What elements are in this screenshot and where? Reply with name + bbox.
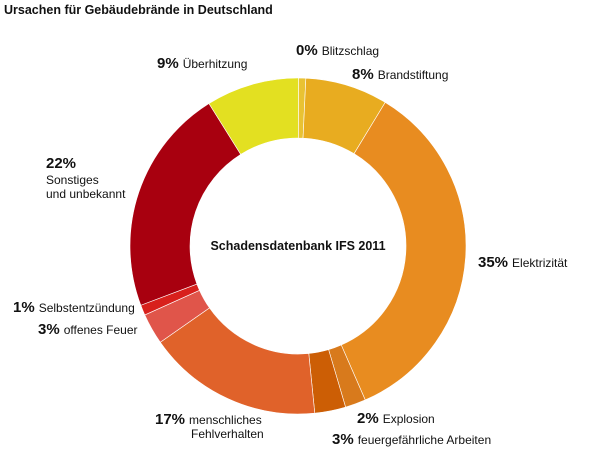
text-brandstiftung: Brandstiftung — [377, 68, 449, 82]
label-blitzschlag: 0% Blitzschlag — [296, 42, 380, 59]
text-selbstentzuendung: Selbstentzündung — [38, 301, 135, 315]
slice-sonstiges-und-unbekannt — [129, 103, 242, 306]
slice-überhitzung — [208, 77, 299, 155]
text-menschliches-line1: menschliches — [189, 413, 262, 427]
text-offenes-feuer: offenes Feuer — [63, 323, 138, 337]
pct-feuergefaehrliche-arbeiten: 3% — [332, 431, 354, 448]
text-explosion: Explosion — [382, 412, 435, 426]
label-selbstentzuendung: 1% Selbstentzündung — [13, 299, 135, 316]
pct-explosion: 2% — [357, 410, 379, 427]
text-blitzschlag: Blitzschlag — [321, 44, 380, 58]
label-feuergefaehrliche-arbeiten: 3% feuergefährliche Arbeiten — [332, 431, 492, 448]
label-brandstiftung: 8% Brandstiftung — [352, 66, 449, 83]
pct-brandstiftung: 8% — [352, 66, 374, 83]
center-label: Schadensdatenbank IFS 2011 — [210, 239, 386, 253]
label-elektrizitaet: 35% Elektrizität — [478, 254, 568, 271]
text-sonstiges-line2: und unbekannt — [46, 187, 126, 201]
label-menschliches-fehlverhalten: 17% menschliches Fehlverhalten — [155, 411, 264, 441]
text-menschliches-line2: Fehlverhalten — [191, 427, 264, 441]
pct-blitzschlag: 0% — [296, 42, 318, 59]
label-explosion: 2% Explosion — [357, 410, 435, 427]
text-elektrizitaet: Elektrizität — [512, 256, 568, 270]
pct-selbstentzuendung: 1% — [13, 299, 35, 316]
text-sonstiges-line1: Sonstiges — [46, 173, 99, 187]
slice-elektrizität — [340, 101, 467, 401]
label-offenes-feuer: 3% offenes Feuer — [38, 321, 138, 338]
text-ueberhitzung: Überhitzung — [182, 57, 248, 71]
chart-title: Ursachen für Gebäudebrände in Deutschlan… — [4, 3, 273, 17]
pct-elektrizitaet: 35% — [478, 254, 509, 271]
pct-sonstiges: 22% — [46, 155, 77, 172]
pct-menschliches-fehlverhalten: 17% — [155, 411, 186, 428]
label-ueberhitzung: 9% Überhitzung — [157, 55, 248, 72]
label-sonstiges: 22% Sonstiges und unbekannt — [46, 155, 126, 201]
pct-ueberhitzung: 9% — [157, 55, 179, 72]
text-feuergefaehrliche-arbeiten: feuergefährliche Arbeiten — [357, 433, 492, 447]
pct-offenes-feuer: 3% — [38, 321, 60, 338]
